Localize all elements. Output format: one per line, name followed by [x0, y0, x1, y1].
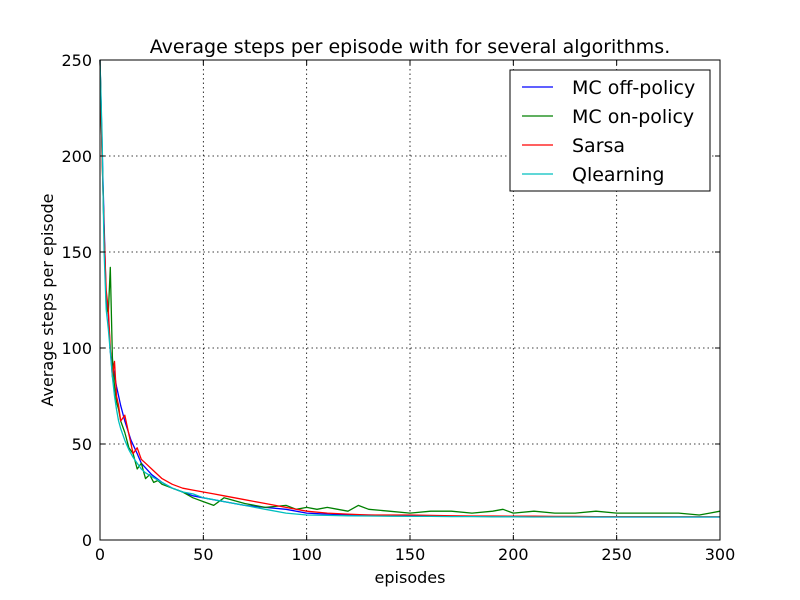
y-axis-label: Average steps per episode [38, 193, 57, 406]
x-tick-label: 50 [193, 545, 213, 564]
x-tick-label: 300 [705, 545, 736, 564]
legend: MC off-policy MC on-policy Sarsa Qlearning [509, 69, 711, 192]
grid [100, 60, 720, 540]
chart-title: Average steps per episode with for sever… [150, 36, 671, 58]
legend-box [509, 69, 711, 192]
y-tick-label: 0 [82, 531, 92, 550]
legend-label: MC off-policy [572, 77, 695, 99]
y-tick-label: 150 [61, 243, 92, 262]
x-tick-label: 0 [95, 545, 105, 564]
legend-label: MC on-policy [572, 106, 694, 128]
x-axis-label: episodes [375, 568, 446, 587]
series-lines [99, 59, 721, 518]
legend-label: Qlearning [572, 164, 664, 186]
x-tick-label: 250 [601, 545, 632, 564]
x-tick-label: 100 [291, 545, 322, 564]
series-line [99, 59, 720, 518]
y-tick-label: 200 [61, 147, 92, 166]
y-tick-label: 50 [72, 435, 92, 454]
x-tick-label: 200 [498, 545, 529, 564]
legend-label: Sarsa [572, 135, 625, 157]
y-tick-label: 250 [61, 51, 92, 70]
axis-ticks: 0 50 100 150 200 250 300 0 50 100 150 200 250 [61, 51, 735, 564]
x-tick-label: 150 [395, 545, 426, 564]
y-tick-label: 100 [61, 339, 92, 358]
